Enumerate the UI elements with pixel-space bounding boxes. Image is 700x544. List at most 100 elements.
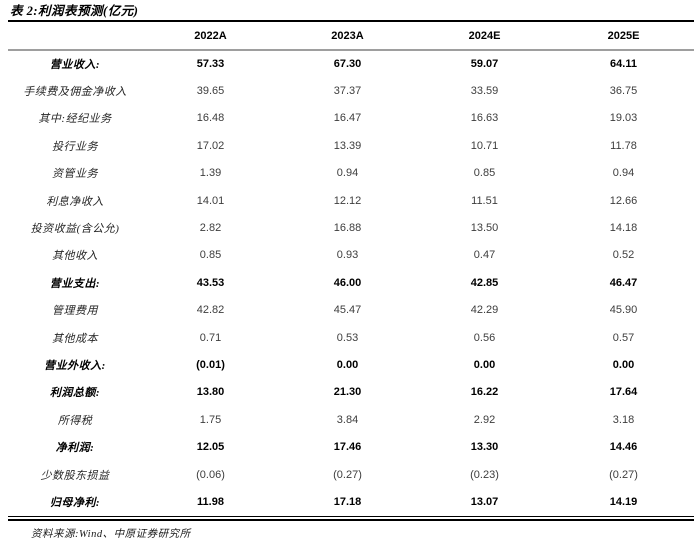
value-cell: 12.05 [196,441,225,454]
value-cell: 67.30 [333,58,362,71]
year-column-header: 2022A [142,22,279,51]
value-cell: 0.57 [612,331,635,344]
value-cell: 14.46 [609,441,638,454]
table-row: 净利润: 12.05 17.46 13.30 14.46 [8,433,694,460]
value-cell: (0.23) [470,468,499,481]
row-label-column-header [8,22,142,51]
value-cell: 14.18 [609,222,638,235]
value-cell: (0.27) [333,468,362,481]
table-row: 管理费用 42.82 45.47 42.29 45.90 [8,297,694,324]
value-cell: 37.37 [333,85,362,98]
value-cell: 17.46 [333,441,362,454]
value-cell: 13.80 [196,386,225,399]
value-cell: 16.22 [470,386,499,399]
value-cell: (0.06) [196,468,225,481]
table-row: 资管业务 1.39 0.94 0.85 0.94 [8,160,694,187]
table-row: 少数股东损益 (0.06) (0.27) (0.23) (0.27) [8,461,694,488]
value-cell: 43.53 [196,276,225,289]
row-label: 净利润: [55,442,95,455]
table-row: 利息净收入 14.01 12.12 11.51 12.66 [8,187,694,214]
row-label: 利息净收入 [46,195,104,208]
value-cell: 0.47 [473,249,496,262]
value-cell: 64.11 [610,58,637,71]
row-label: 少数股东损益 [40,469,110,482]
table-title: 表 2:利润表预测(亿元) [10,4,139,18]
value-cell: 57.33 [196,58,225,71]
value-cell: 0.00 [336,358,359,371]
table-row: 所得税 1.75 3.84 2.92 3.18 [8,406,694,433]
row-label: 利润总额: [49,387,101,400]
table-row: 营业支出: 43.53 46.00 42.85 46.47 [8,269,694,296]
value-cell: 0.00 [612,358,635,371]
value-cell: 11.51 [471,194,498,207]
value-cell: 17.18 [333,495,362,508]
year-column-header: 2025E [553,22,694,51]
value-cell: 17.64 [609,386,638,399]
row-label: 其中:经纪业务 [38,113,112,126]
value-cell: 1.39 [199,167,222,180]
value-cell: 59.07 [470,58,499,71]
value-cell: (0.01) [196,358,225,371]
row-label: 归母净利: [49,496,101,509]
table-row: 归母净利: 11.98 17.18 13.07 14.19 [8,488,694,515]
row-label: 营业支出: [49,277,101,290]
value-cell: 0.94 [612,167,635,180]
row-label: 其他成本 [52,332,98,345]
row-label: 投行业务 [52,140,98,153]
table-row: 营业外收入: (0.01) 0.00 0.00 0.00 [8,351,694,378]
table-row: 投行业务 17.02 13.39 10.71 11.78 [8,132,694,159]
year-column-header: 2023A [279,22,416,51]
value-cell: 16.47 [333,112,362,125]
value-cell: 0.00 [473,358,496,371]
value-cell: 14.01 [196,194,225,207]
table-header-row: 2022A 2023A 2024E 2025E [8,22,694,51]
value-cell: 12.12 [333,194,362,207]
table-bottom-rule [8,515,694,521]
row-label: 营业收入: [49,59,101,72]
value-cell: 13.07 [470,495,499,508]
table-top-rule [8,20,694,22]
value-cell: 39.65 [196,85,225,98]
value-cell: 0.52 [612,249,635,262]
row-label: 管理费用 [52,305,98,318]
value-cell: 16.48 [196,112,225,125]
value-cell: 36.75 [609,85,638,98]
table-row: 投资收益(含公允) 2.82 16.88 13.50 14.18 [8,214,694,241]
source-note: 资料来源:Wind、中原证券研究所 [31,528,191,540]
value-cell: 21.30 [333,386,362,399]
value-cell: 11.78 [610,139,637,152]
table-row: 其中:经纪业务 16.48 16.47 16.63 19.03 [8,105,694,132]
value-cell: 2.82 [199,222,222,235]
value-cell: 3.84 [336,413,359,426]
year-column-header: 2024E [416,22,553,51]
value-cell: 13.50 [470,222,499,235]
value-cell: 0.56 [473,331,496,344]
value-cell: 0.85 [473,167,496,180]
value-cell: 45.47 [333,304,362,317]
table-row: 其他成本 0.71 0.53 0.56 0.57 [8,324,694,351]
value-cell: 17.02 [196,139,225,152]
value-cell: 33.59 [470,85,499,98]
value-cell: 42.29 [470,304,499,317]
value-cell: 45.90 [609,304,638,317]
value-cell: 0.53 [336,331,359,344]
value-cell: 2.92 [473,413,496,426]
value-cell: 11.98 [197,495,224,508]
value-cell: 0.85 [199,249,222,262]
value-cell: 13.30 [470,441,499,454]
row-label: 营业外收入: [44,359,106,372]
row-label: 投资收益(含公允) [30,223,120,236]
value-cell: 16.88 [333,222,362,235]
value-cell: 42.82 [196,304,225,317]
value-cell: 16.63 [470,112,499,125]
table-row: 手续费及佣金净收入 39.65 37.37 33.59 36.75 [8,77,694,104]
value-cell: 46.47 [609,276,638,289]
value-cell: 42.85 [470,276,499,289]
value-cell: 0.93 [336,249,359,262]
value-cell: 3.18 [612,413,635,426]
value-cell: 12.66 [609,194,638,207]
row-label: 手续费及佣金净收入 [23,86,127,99]
value-cell: 1.75 [199,413,222,426]
value-cell: 10.71 [470,139,499,152]
